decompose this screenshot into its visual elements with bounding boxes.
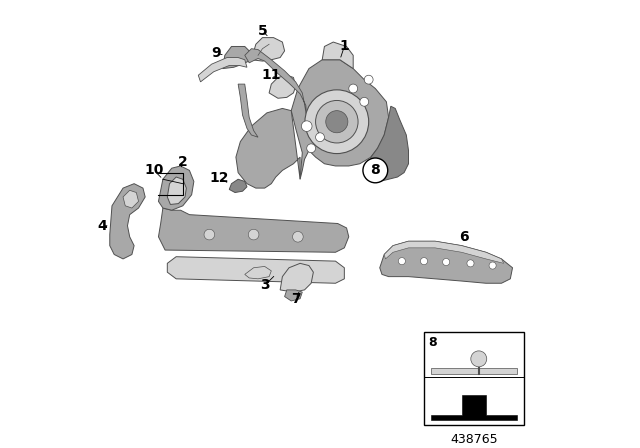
Circle shape [316,133,324,142]
Polygon shape [380,241,513,283]
Polygon shape [269,75,296,98]
Circle shape [471,351,487,367]
Polygon shape [110,184,145,259]
Circle shape [398,258,405,265]
Text: 2: 2 [178,155,188,168]
Polygon shape [291,60,388,179]
Polygon shape [244,49,307,117]
Circle shape [364,75,373,84]
Circle shape [301,121,312,131]
Text: 438765: 438765 [450,433,498,446]
Text: 12: 12 [209,171,229,185]
Polygon shape [431,395,517,421]
Polygon shape [384,241,504,263]
Polygon shape [167,177,186,204]
Circle shape [489,262,496,269]
Text: 9: 9 [211,46,221,60]
Text: 7: 7 [291,292,300,306]
Polygon shape [238,84,258,137]
Bar [424,332,524,425]
Text: 11: 11 [262,68,281,82]
Circle shape [443,258,450,266]
Text: 8: 8 [371,164,380,177]
Circle shape [204,229,214,240]
Circle shape [467,260,474,267]
Polygon shape [280,263,314,292]
Circle shape [316,100,358,143]
Polygon shape [244,267,271,279]
Circle shape [307,144,316,153]
Polygon shape [159,208,349,252]
Circle shape [420,258,428,265]
Polygon shape [371,106,408,181]
Circle shape [248,229,259,240]
Text: 6: 6 [459,230,468,244]
Polygon shape [167,257,344,283]
Polygon shape [252,38,285,61]
Polygon shape [322,42,353,69]
Circle shape [363,158,388,183]
Text: 10: 10 [145,164,164,177]
Text: 1: 1 [339,39,349,53]
Polygon shape [159,166,194,210]
Circle shape [349,84,358,93]
Bar [431,368,517,375]
Polygon shape [229,179,247,193]
Circle shape [292,232,303,242]
Polygon shape [198,57,247,82]
Text: 8: 8 [428,336,437,349]
Circle shape [360,97,369,106]
Text: 5: 5 [257,24,268,38]
Text: 3: 3 [260,279,269,293]
Circle shape [326,111,348,133]
Polygon shape [123,190,138,208]
Polygon shape [236,108,300,188]
Text: 4: 4 [97,219,107,233]
Circle shape [305,90,369,154]
Polygon shape [223,47,252,69]
Polygon shape [285,290,302,301]
